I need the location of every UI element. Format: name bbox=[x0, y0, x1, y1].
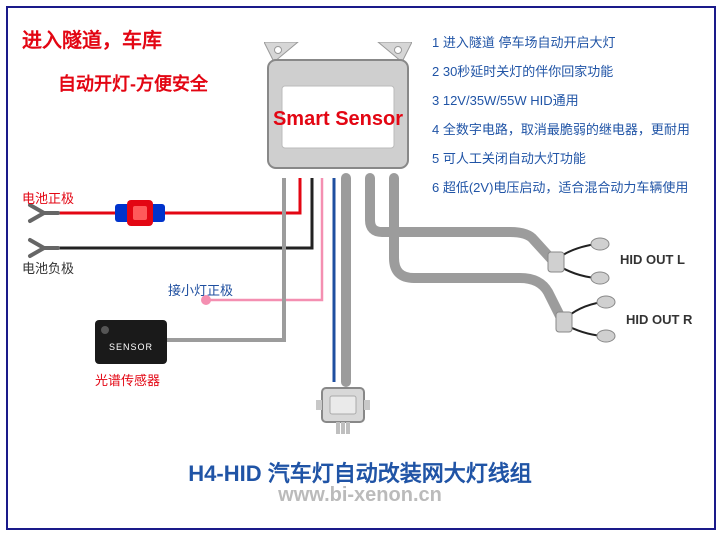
smart-sensor-label: Smart Sensor bbox=[264, 108, 412, 131]
h4-connector bbox=[316, 382, 370, 436]
fork-terminal-pos bbox=[30, 205, 58, 221]
watermark: www.bi-xenon.cn bbox=[0, 484, 720, 507]
smart-sensor-module: Smart Sensor bbox=[264, 52, 412, 168]
hid-connector-r bbox=[556, 296, 615, 342]
label-battery-pos: 电池正极 bbox=[22, 188, 74, 207]
hid-connector-l bbox=[548, 238, 609, 284]
sensor-box-text: SENSOR bbox=[95, 342, 167, 352]
fork-terminal-neg bbox=[30, 240, 58, 256]
fuse-holder bbox=[115, 200, 165, 226]
label-sensor: 光谱传感器 bbox=[95, 370, 160, 389]
label-hid-l: HID OUT L bbox=[620, 252, 685, 267]
label-battery-neg: 电池负极 bbox=[22, 258, 74, 277]
label-hid-r: HID OUT R bbox=[626, 312, 692, 327]
light-sensor-module: SENSOR bbox=[95, 320, 167, 364]
label-small-light: 接小灯正极 bbox=[168, 280, 233, 299]
